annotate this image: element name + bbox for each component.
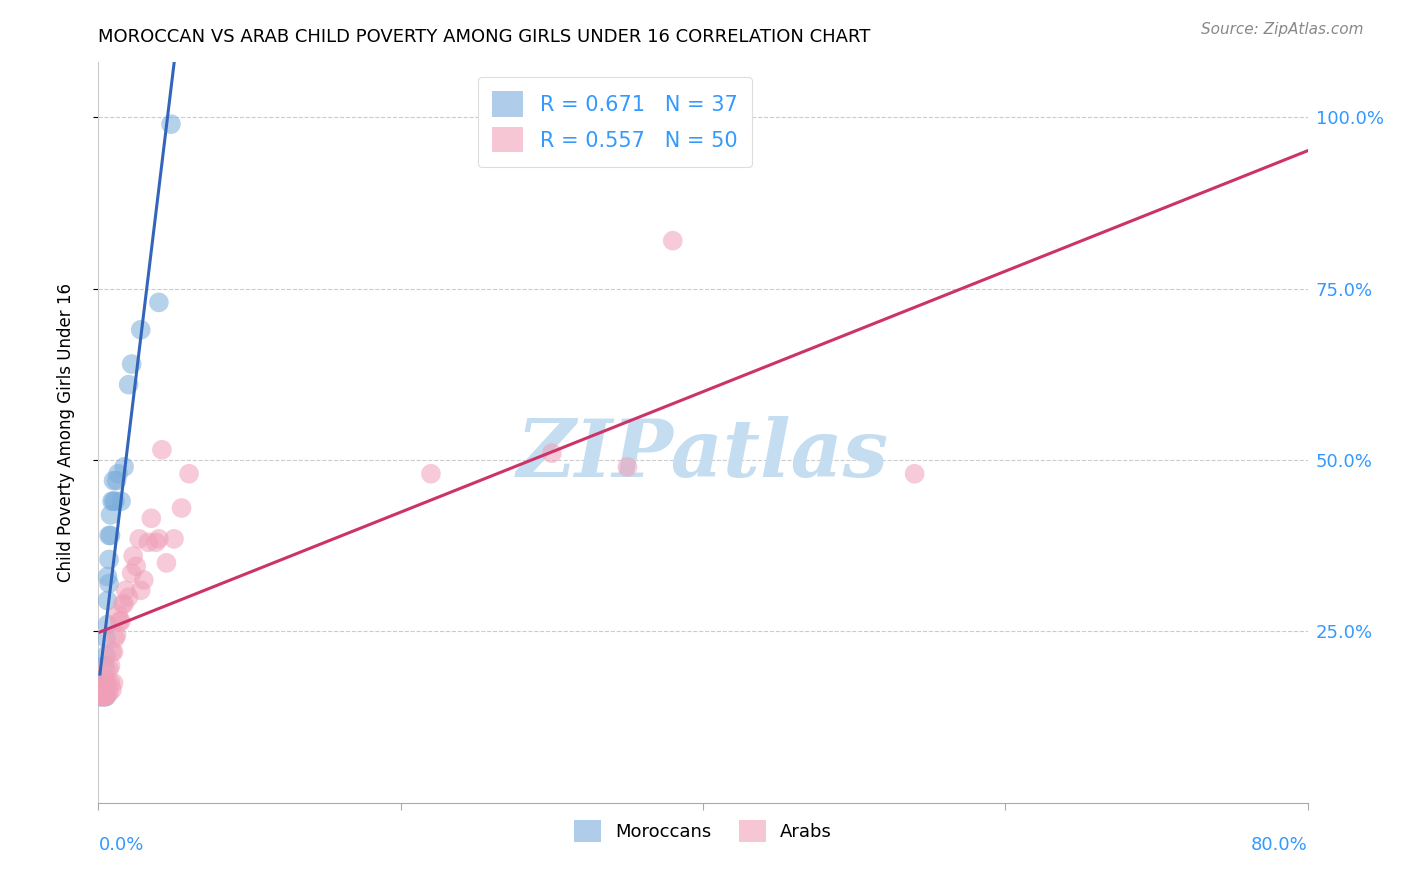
Text: Source: ZipAtlas.com: Source: ZipAtlas.com	[1201, 22, 1364, 37]
Point	[101, 494, 124, 508]
Point	[103, 645, 125, 659]
Point	[163, 532, 186, 546]
Point	[93, 658, 115, 673]
Point	[98, 528, 121, 542]
Point	[89, 686, 111, 700]
Legend: R = 0.671   N = 37, R = 0.557   N = 50: R = 0.671 N = 37, R = 0.557 N = 50	[478, 77, 752, 167]
Point	[111, 597, 134, 611]
Point	[96, 569, 118, 583]
Point	[94, 662, 117, 676]
Point	[121, 357, 143, 371]
Point	[91, 686, 114, 700]
Point	[98, 552, 121, 566]
Point	[122, 549, 145, 563]
Point	[105, 628, 128, 642]
Point	[91, 686, 114, 700]
Point	[103, 494, 125, 508]
Text: 0.0%: 0.0%	[98, 836, 143, 855]
Point	[540, 446, 562, 460]
Point	[94, 682, 117, 697]
Point	[91, 690, 114, 704]
Point	[118, 590, 141, 604]
Point	[91, 676, 114, 690]
Y-axis label: Child Poverty Among Girls Under 16: Child Poverty Among Girls Under 16	[56, 283, 75, 582]
Point	[93, 676, 115, 690]
Point	[104, 494, 127, 508]
Point	[661, 234, 683, 248]
Point	[96, 686, 118, 700]
Point	[100, 508, 122, 522]
Point	[89, 690, 111, 704]
Point	[128, 532, 150, 546]
Point	[93, 690, 115, 704]
Point	[98, 662, 121, 676]
Point	[94, 690, 117, 704]
Point	[93, 682, 115, 697]
Point	[145, 535, 167, 549]
Point	[125, 559, 148, 574]
Text: 80.0%: 80.0%	[1251, 836, 1308, 855]
Point	[90, 690, 112, 704]
Point	[100, 658, 122, 673]
Point	[150, 442, 173, 457]
Point	[148, 295, 170, 310]
Point	[98, 686, 121, 700]
Point	[114, 583, 136, 598]
Point	[121, 566, 143, 581]
Point	[132, 573, 155, 587]
Point	[90, 682, 112, 697]
Point	[129, 323, 152, 337]
Point	[112, 459, 135, 474]
Point	[96, 676, 118, 690]
Point	[420, 467, 443, 481]
Point	[90, 682, 112, 697]
Point	[90, 676, 112, 690]
Point	[91, 679, 114, 693]
Point	[136, 535, 159, 549]
Point	[170, 501, 193, 516]
Point	[110, 614, 132, 628]
Point	[129, 583, 152, 598]
Point	[110, 494, 132, 508]
Point	[91, 690, 114, 704]
Point	[96, 593, 118, 607]
Point	[107, 467, 129, 481]
Point	[107, 607, 129, 622]
Point	[904, 467, 927, 481]
Point	[112, 597, 135, 611]
Point	[101, 682, 124, 697]
Point	[155, 556, 177, 570]
Point	[103, 676, 125, 690]
Point	[89, 690, 111, 704]
Point	[141, 511, 163, 525]
Point	[96, 617, 118, 632]
Point	[90, 690, 112, 704]
Point	[118, 377, 141, 392]
Text: MOROCCAN VS ARAB CHILD POVERTY AMONG GIRLS UNDER 16 CORRELATION CHART: MOROCCAN VS ARAB CHILD POVERTY AMONG GIR…	[98, 28, 870, 45]
Point	[108, 614, 131, 628]
Point	[98, 576, 121, 591]
Text: ZIPatlas: ZIPatlas	[517, 416, 889, 493]
Point	[179, 467, 201, 481]
Point	[103, 474, 125, 488]
Point	[105, 474, 128, 488]
Point	[616, 459, 638, 474]
Point	[94, 690, 117, 704]
Point	[148, 532, 170, 546]
Point	[93, 690, 115, 704]
Point	[94, 676, 117, 690]
Point	[160, 117, 183, 131]
Point	[91, 682, 114, 697]
Point	[100, 528, 122, 542]
Point	[101, 645, 124, 659]
Point	[94, 648, 117, 663]
Point	[104, 632, 127, 646]
Point	[100, 676, 122, 690]
Point	[94, 632, 117, 646]
